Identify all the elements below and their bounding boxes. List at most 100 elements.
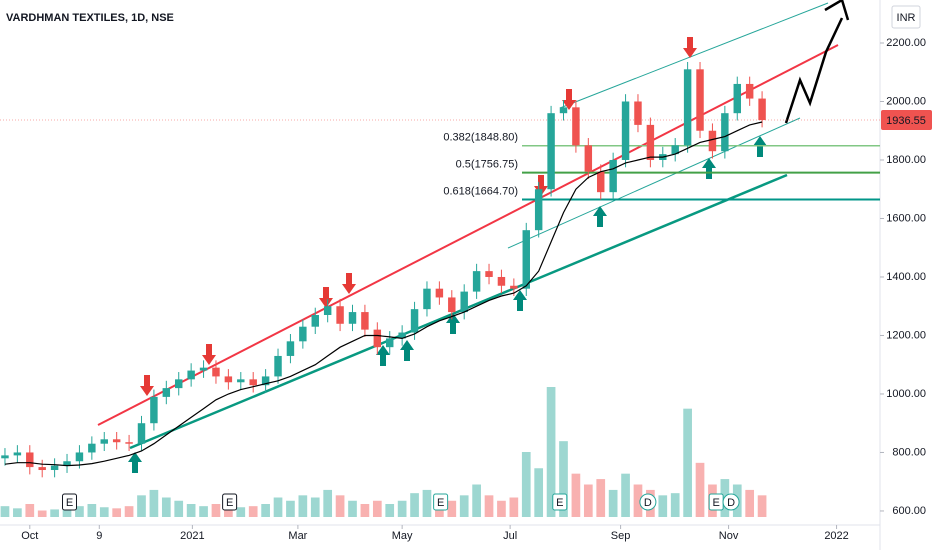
volume-bar	[571, 473, 581, 517]
volume-bar	[447, 500, 457, 517]
candle-body	[137, 423, 146, 444]
volume-bar	[534, 468, 544, 517]
volume-bar	[596, 479, 606, 517]
volume-bar	[273, 497, 283, 517]
candle-body	[758, 98, 766, 121]
volume-bar	[608, 489, 618, 517]
volume-bar	[99, 507, 109, 517]
event-marker	[222, 493, 238, 511]
candle-body	[100, 439, 108, 444]
sell-arrow	[140, 375, 154, 396]
y-tick-label: 1800.00	[886, 154, 926, 166]
candle-body	[559, 107, 568, 114]
y-tick-label: 2000.00	[886, 95, 926, 107]
y-tick-label: 1600.00	[886, 212, 926, 224]
volume-bar	[695, 462, 705, 517]
candle-body	[361, 312, 369, 330]
sell-arrow	[342, 273, 356, 294]
candle-body	[187, 370, 195, 380]
candle-body	[286, 341, 295, 356]
volume-bar	[174, 500, 184, 517]
volume-bar	[37, 510, 47, 517]
x-tick-label: May	[392, 530, 413, 542]
buy-arrow	[400, 340, 414, 361]
candle-body	[237, 379, 245, 383]
event-label: E	[556, 497, 563, 509]
buy-arrow	[593, 206, 607, 227]
y-tick-label: 1200.00	[886, 329, 926, 341]
event-label: E	[712, 497, 719, 509]
candle-body	[621, 101, 630, 160]
buy-arrow	[446, 313, 460, 334]
sell-arrow	[202, 344, 216, 365]
volume-bar	[521, 452, 531, 517]
candle-body	[671, 145, 679, 155]
buy-arrow	[513, 290, 527, 311]
candle-body	[125, 442, 133, 444]
event-label: D	[727, 497, 735, 509]
x-tick-label: Oct	[21, 530, 38, 542]
volume-bar	[385, 504, 395, 517]
volume-bar	[583, 484, 593, 517]
candle-body	[510, 285, 518, 289]
candle-body	[1, 455, 9, 459]
candle-body	[88, 443, 96, 453]
candle-body	[75, 452, 84, 462]
candle-body	[386, 338, 394, 348]
candle-body	[26, 452, 34, 468]
x-tick-label: 2022	[824, 530, 848, 542]
channel-line	[559, 2, 829, 109]
volume-bar	[410, 493, 419, 517]
event-label: E	[226, 497, 233, 509]
event-marker	[433, 493, 449, 511]
candle-body	[485, 271, 493, 277]
x-tick-label: Nov	[719, 530, 739, 542]
volume-bar	[161, 497, 171, 517]
volume-bar	[236, 507, 246, 517]
volume-bar	[112, 508, 122, 517]
volume-bar	[559, 441, 568, 517]
y-tick-label: 1000.00	[886, 388, 926, 400]
x-tick-label: 2021	[180, 530, 204, 542]
candle-body	[38, 467, 46, 471]
volume-bar	[261, 504, 270, 517]
volume-bar	[137, 495, 146, 517]
volume-bar	[658, 495, 668, 517]
candle-body	[249, 379, 257, 386]
x-tick-label: Mar	[288, 530, 307, 542]
candle-body	[373, 329, 382, 348]
volume-bar	[745, 489, 755, 517]
candle-body	[112, 439, 121, 443]
candle-body	[336, 306, 344, 324]
candle-body	[398, 332, 406, 339]
volume-bar	[472, 484, 481, 517]
volume-bar	[497, 500, 506, 517]
buy-arrow	[702, 158, 716, 179]
volume-bar	[149, 489, 159, 517]
x-tick-label: Jul	[503, 530, 517, 542]
candle-body	[745, 83, 754, 99]
candle-body	[323, 306, 332, 315]
volume-bar	[670, 493, 680, 517]
candle-body	[410, 309, 419, 333]
volume-bar	[50, 509, 59, 517]
candle-body	[311, 315, 319, 327]
event-label: D	[644, 497, 652, 509]
chart-title: VARDHMAN TEXTILES, 1D, NSE	[6, 12, 174, 24]
candle-body	[597, 171, 605, 193]
moving-average	[4, 121, 763, 467]
volume-bar	[757, 495, 767, 517]
event-marker	[639, 493, 657, 511]
candle-body	[435, 288, 444, 298]
candle-body	[522, 230, 530, 289]
candle-body	[199, 367, 208, 371]
x-tick-label: 9	[96, 530, 102, 542]
channel-line	[507, 117, 801, 249]
candle-body	[274, 355, 282, 377]
candle-body	[472, 271, 481, 292]
volume-bar	[459, 495, 469, 517]
volume-bar	[199, 506, 208, 517]
volume-bar	[422, 489, 432, 517]
sell-arrow	[562, 89, 576, 110]
